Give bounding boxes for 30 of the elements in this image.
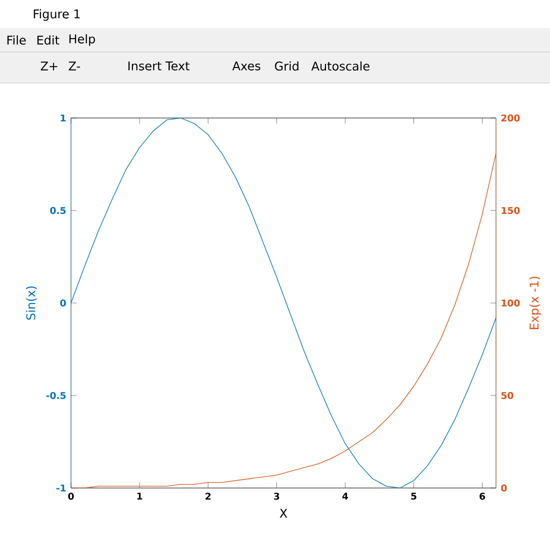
x-tick-label: 1 bbox=[137, 492, 142, 500]
y2-tick-label: 0 bbox=[501, 484, 507, 492]
y-tick-label: 0.5 bbox=[50, 206, 66, 214]
y-tick-label: 1 bbox=[60, 114, 66, 122]
x-tick-label: 2 bbox=[206, 492, 211, 500]
x-tick-label: 3 bbox=[274, 492, 280, 500]
y2-tick-label: 200 bbox=[501, 114, 520, 122]
y-tick-label: -1 bbox=[56, 484, 66, 492]
y-tick-label: -0.5 bbox=[46, 392, 66, 400]
text: Edit bbox=[37, 35, 60, 45]
text: Axes bbox=[232, 62, 260, 70]
y2-axis-title: Exp(x -1) bbox=[529, 276, 541, 330]
text: Z- bbox=[68, 62, 80, 70]
y2-tick-label: 100 bbox=[502, 299, 520, 307]
x-tick-label: 5 bbox=[411, 492, 416, 500]
text: Autoscale bbox=[311, 61, 370, 71]
y-tick-label: 0 bbox=[60, 299, 66, 307]
x-tick-label: 0 bbox=[68, 492, 74, 500]
text: Grid bbox=[274, 61, 298, 71]
y2-tick-label: 50 bbox=[501, 392, 514, 400]
text: Z+ bbox=[40, 62, 58, 70]
text: Insert Text bbox=[128, 62, 190, 70]
y-axis-title: Sin(x) bbox=[26, 286, 37, 320]
y2-tick-label: 150 bbox=[502, 206, 520, 214]
x-axis-title: X bbox=[280, 508, 288, 518]
text: Help bbox=[69, 34, 95, 46]
chart-title: Figure 1 bbox=[34, 9, 80, 21]
text: File bbox=[7, 35, 26, 45]
x-tick-label: 4 bbox=[342, 492, 348, 500]
x-tick-label: 6 bbox=[480, 492, 486, 500]
